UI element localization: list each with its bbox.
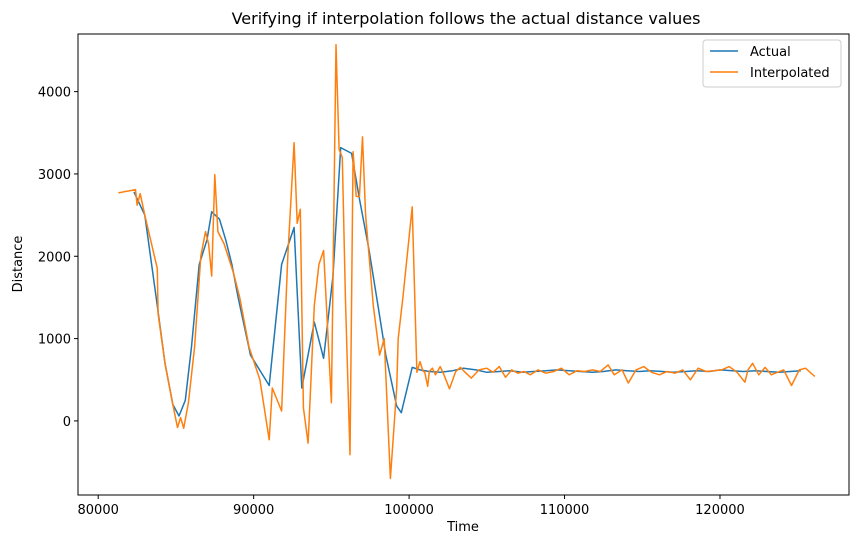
x-tick-label: 110000 <box>540 503 590 518</box>
y-axis-ticks: 0 1000 2000 3000 4000 <box>38 86 78 430</box>
x-axis-label: Time <box>446 520 479 535</box>
x-tick-label: 80000 <box>78 503 119 518</box>
y-tick-label: 1000 <box>38 333 71 348</box>
y-axis-label: Distance <box>11 236 26 293</box>
legend-label-interpolated: Interpolated <box>750 66 830 81</box>
axes-frame <box>77 33 850 496</box>
chart-title: Verifying if interpolation follows the a… <box>232 9 701 28</box>
y-tick-label: 4000 <box>38 86 71 101</box>
legend-label-actual: Actual <box>750 45 791 60</box>
y-tick-label: 3000 <box>38 168 71 183</box>
series-line-interpolated <box>118 43 816 480</box>
x-tick-label: 120000 <box>695 503 745 518</box>
x-tick-label: 90000 <box>233 503 274 518</box>
y-tick-label: 0 <box>63 415 71 430</box>
plot-area <box>118 43 816 480</box>
legend: Actual Interpolated <box>702 39 842 88</box>
x-tick-label: 100000 <box>384 503 434 518</box>
y-tick-label: 2000 <box>38 250 71 265</box>
x-axis-ticks: 80000 90000 100000 110000 120000 <box>78 495 745 518</box>
